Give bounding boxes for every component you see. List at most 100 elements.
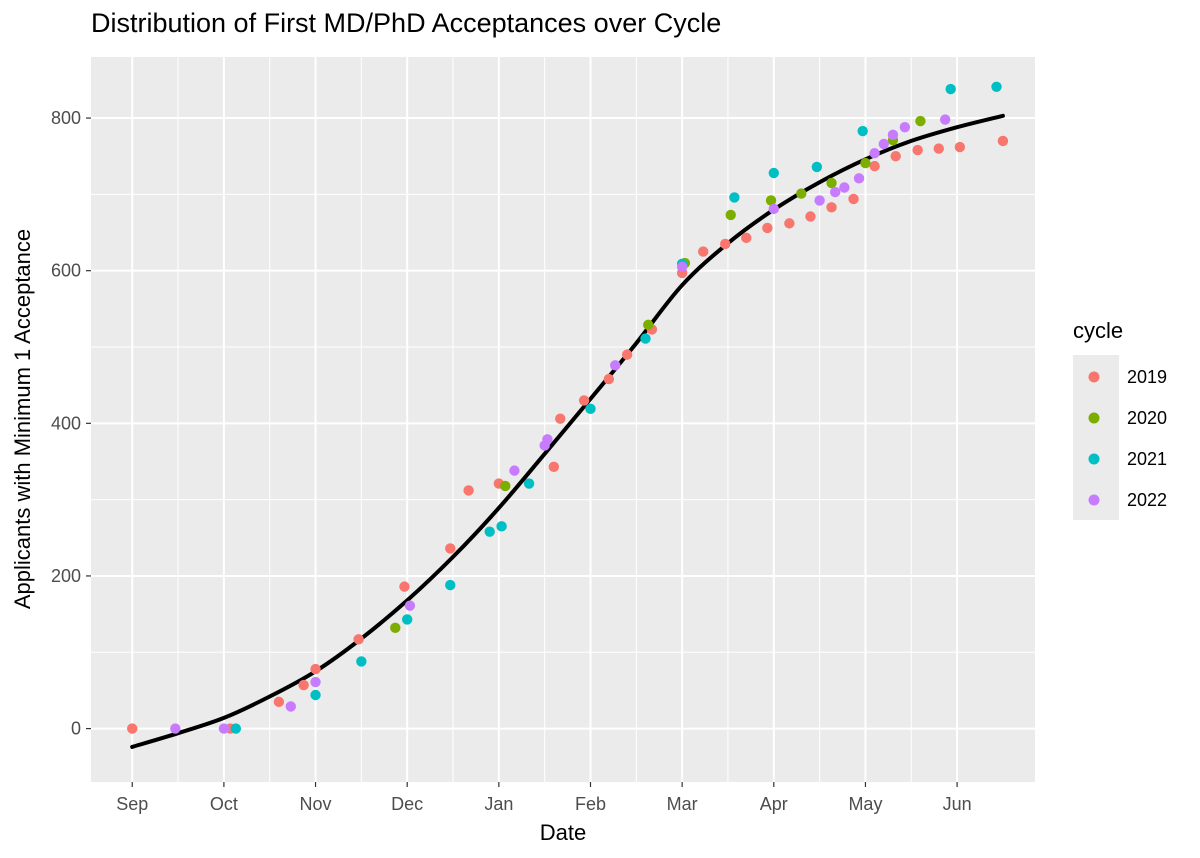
data-point-2021 xyxy=(401,614,413,625)
data-point-2019 xyxy=(890,151,901,162)
data-point-2022 xyxy=(285,701,296,712)
y-axis: 0 200 400 600 800 xyxy=(51,108,91,739)
data-point-2022 xyxy=(542,434,553,445)
data-point-2019 xyxy=(997,135,1009,147)
legend-label: 2019 xyxy=(1127,367,1167,387)
data-point-2019 xyxy=(912,144,923,156)
data-point-2019 xyxy=(127,723,138,734)
y-tick-label: 600 xyxy=(51,261,81,281)
data-point-2019 xyxy=(848,193,859,205)
y-tick-label: 200 xyxy=(51,566,81,586)
legend-key-2019 xyxy=(1088,371,1100,383)
data-point-2022 xyxy=(404,600,416,611)
data-point-2020 xyxy=(860,157,871,169)
data-point-2022 xyxy=(830,186,841,198)
data-point-2022 xyxy=(899,122,911,133)
data-point-2019 xyxy=(805,211,816,222)
data-point-2021 xyxy=(945,83,956,95)
data-point-2020 xyxy=(915,115,926,127)
x-tick-label: Apr xyxy=(760,794,788,814)
x-axis-title: Date xyxy=(540,820,586,845)
data-point-2022 xyxy=(939,114,951,125)
data-point-2019 xyxy=(463,485,474,496)
data-point-2020 xyxy=(765,195,777,206)
data-point-2022 xyxy=(170,723,181,734)
data-point-2019 xyxy=(445,543,456,554)
x-tick-label: Jun xyxy=(943,794,972,814)
data-point-2022 xyxy=(509,465,520,476)
data-point-2022 xyxy=(310,676,321,688)
data-point-2021 xyxy=(445,579,456,591)
x-tick-label: Oct xyxy=(210,794,238,814)
data-point-2019 xyxy=(720,238,731,250)
data-point-2021 xyxy=(230,723,242,734)
y-tick-label: 400 xyxy=(51,413,81,433)
data-point-2020 xyxy=(390,622,401,634)
data-point-2019 xyxy=(273,696,285,708)
data-point-2022 xyxy=(610,360,621,371)
data-point-2021 xyxy=(356,656,367,667)
data-point-2022 xyxy=(853,173,865,184)
data-point-2021 xyxy=(484,526,495,537)
y-tick-label: 0 xyxy=(71,719,81,739)
data-point-2019 xyxy=(555,413,566,424)
data-point-2021 xyxy=(811,161,823,173)
legend-label: 2020 xyxy=(1127,408,1167,428)
legend-label: 2021 xyxy=(1127,449,1167,469)
data-point-2019 xyxy=(578,395,590,406)
data-point-2021 xyxy=(585,403,596,415)
legend-key-2020 xyxy=(1088,412,1100,424)
fit-line-layer xyxy=(130,113,1005,749)
y-tick-label: 800 xyxy=(51,108,81,128)
minor-grid xyxy=(91,57,1035,782)
x-tick-label: Mar xyxy=(667,794,698,814)
legend-key-2021 xyxy=(1088,453,1100,465)
data-point-2022 xyxy=(887,129,899,141)
x-tick-label: Feb xyxy=(575,794,606,814)
data-point-2021 xyxy=(729,192,740,203)
data-point-2022 xyxy=(676,261,688,273)
data-point-2021 xyxy=(523,478,535,489)
x-tick-label: Sep xyxy=(116,794,148,814)
data-point-2019 xyxy=(869,160,880,172)
chart-title: Distribution of First MD/PhD Acceptances… xyxy=(91,8,722,38)
data-point-2019 xyxy=(762,222,773,234)
data-point-2019 xyxy=(954,141,966,153)
data-point-2021 xyxy=(496,521,507,532)
y-axis-title: Applicants with Minimum 1 Acceptance xyxy=(10,229,35,609)
data-point-2021 xyxy=(310,689,321,701)
data-point-2019 xyxy=(603,373,615,385)
data-point-2020 xyxy=(796,188,807,199)
points-layer xyxy=(127,81,1009,734)
legend-title: cycle xyxy=(1073,318,1123,343)
x-tick-label: Jan xyxy=(484,794,513,814)
data-point-2022 xyxy=(218,723,230,734)
data-point-2022 xyxy=(869,147,880,159)
x-tick-label: May xyxy=(848,794,882,814)
data-point-2021 xyxy=(857,125,868,137)
legend-keys-bg xyxy=(1073,355,1119,520)
data-point-2021 xyxy=(991,81,1002,92)
data-point-2019 xyxy=(933,143,944,154)
data-point-2019 xyxy=(826,202,837,213)
data-point-2022 xyxy=(768,203,779,215)
fit-line xyxy=(130,113,1005,749)
data-point-2019 xyxy=(621,349,633,360)
data-point-2022 xyxy=(839,182,850,193)
legend-label: 2022 xyxy=(1127,490,1167,510)
data-point-2019 xyxy=(548,461,560,473)
data-point-2020 xyxy=(826,177,837,189)
x-tick-label: Nov xyxy=(300,794,332,814)
data-point-2019 xyxy=(310,663,321,675)
data-point-2020 xyxy=(643,319,654,331)
data-point-2019 xyxy=(353,634,364,645)
data-point-2019 xyxy=(698,246,709,257)
data-point-2019 xyxy=(298,679,309,691)
data-point-2019 xyxy=(741,232,752,244)
x-axis: Sep Oct Nov Dec Jan Feb Mar Apr May Jun xyxy=(116,782,972,814)
x-tick-label: Dec xyxy=(391,794,423,814)
data-point-2019 xyxy=(399,581,410,592)
legend-key-2022 xyxy=(1088,494,1100,506)
legend: cycle 2019 2020 2021 2022 xyxy=(1073,318,1167,520)
